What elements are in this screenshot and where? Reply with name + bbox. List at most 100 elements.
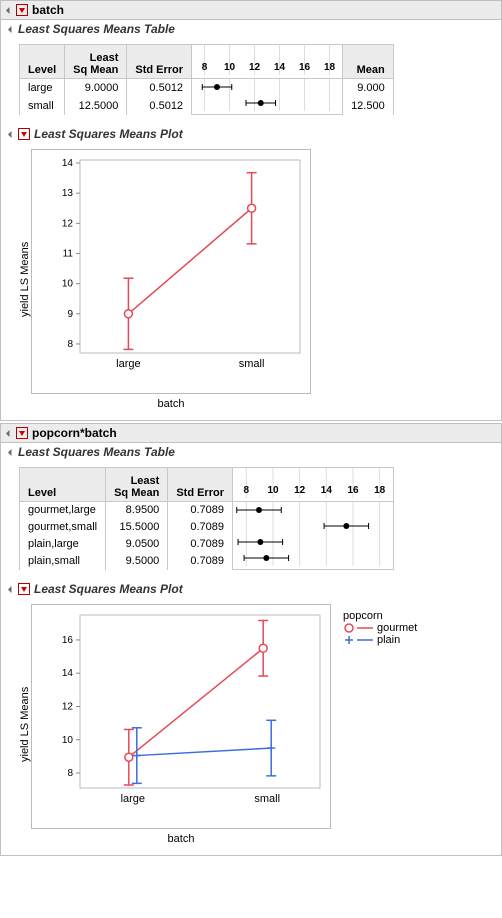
- cell-stderr: 0.7089: [168, 553, 233, 570]
- interaction-table-header[interactable]: Least Squares Means Table: [1, 443, 501, 461]
- svg-text:12: 12: [294, 485, 306, 496]
- svg-text:14: 14: [62, 668, 74, 679]
- col-mean: Mean: [343, 45, 394, 79]
- plot-title: Least Squares Means Plot: [34, 582, 183, 596]
- cell-lsmean: 9.5000: [106, 553, 168, 570]
- y-axis-label: yield LS Means: [19, 604, 31, 845]
- legend: popcorngourmetplain: [331, 604, 417, 845]
- svg-text:9: 9: [67, 309, 73, 320]
- col-minichart: 8 10 12 14 16 18: [192, 45, 343, 79]
- svg-text:16: 16: [62, 635, 74, 646]
- svg-text:10: 10: [62, 279, 74, 290]
- legend-item: plain: [343, 634, 417, 646]
- cell-level: plain,large: [20, 536, 106, 553]
- svg-text:8: 8: [67, 768, 73, 779]
- svg-text:small: small: [254, 793, 280, 805]
- legend-item: gourmet: [343, 622, 417, 634]
- svg-text:14: 14: [274, 62, 286, 73]
- cell-stderr: 0.7089: [168, 519, 233, 536]
- svg-text:10: 10: [62, 735, 74, 746]
- svg-text:12: 12: [249, 62, 261, 73]
- svg-text:11: 11: [63, 248, 74, 259]
- table-row: large9.00000.5012 9.000: [20, 79, 394, 97]
- cell-lsmean: 12.5000: [65, 97, 127, 115]
- options-menu-icon[interactable]: [16, 4, 28, 16]
- col-minichart: 8 10 12 14 16 18: [233, 468, 394, 502]
- plot-title: Least Squares Means Plot: [34, 127, 183, 141]
- interaction-plot-header[interactable]: Least Squares Means Plot: [1, 580, 501, 598]
- cell-level: gourmet,small: [20, 519, 106, 536]
- svg-text:10: 10: [267, 485, 279, 496]
- options-menu-icon[interactable]: [16, 427, 28, 439]
- table-title: Least Squares Means Table: [18, 445, 175, 459]
- options-menu-icon[interactable]: [18, 128, 30, 140]
- interaction-plot-content: yield LS Means 8 10 12 14 16 large small batch…: [1, 598, 501, 855]
- cell-mean: 9.000: [343, 79, 394, 97]
- table-title: Least Squares Means Table: [18, 22, 175, 36]
- minichart: [233, 502, 394, 570]
- svg-text:14: 14: [321, 485, 333, 496]
- col-level: Level: [20, 45, 65, 79]
- svg-text:18: 18: [324, 62, 336, 73]
- disclosure-icon: [6, 429, 13, 436]
- col-stderr: Std Error: [168, 468, 233, 502]
- interaction-header[interactable]: popcorn*batch: [1, 424, 501, 443]
- batch-plot: 891011121314largesmall: [31, 149, 311, 394]
- legend-title: popcorn: [343, 610, 417, 622]
- minichart: [192, 79, 343, 115]
- legend-label: plain: [377, 634, 400, 646]
- cell-stderr: 0.7089: [168, 502, 233, 519]
- disclosure-icon: [6, 6, 13, 13]
- svg-text:18: 18: [374, 485, 386, 496]
- x-axis-label: batch: [31, 833, 331, 845]
- cell-mean: 12.500: [343, 97, 394, 115]
- svg-text:small: small: [239, 358, 265, 370]
- svg-text:16: 16: [347, 485, 359, 496]
- svg-text:8: 8: [202, 62, 208, 73]
- svg-text:14: 14: [62, 158, 74, 169]
- y-axis-label: yield LS Means: [19, 149, 31, 410]
- col-lsmean: LeastSq Mean: [65, 45, 127, 79]
- x-axis-label: batch: [31, 398, 311, 410]
- batch-title: batch: [32, 3, 64, 17]
- cell-level: small: [20, 97, 65, 115]
- batch-header[interactable]: batch: [1, 1, 501, 20]
- disclosure-icon: [8, 25, 15, 32]
- col-lsmean: LeastSq Mean: [106, 468, 168, 502]
- interaction-plot: 8 10 12 14 16 large small: [31, 604, 331, 829]
- batch-plot-content: yield LS Means 891011121314largesmall ba…: [1, 143, 501, 420]
- cell-level: large: [20, 79, 65, 97]
- cell-stderr: 0.5012: [127, 79, 192, 97]
- svg-text:8: 8: [244, 485, 250, 496]
- cell-lsmean: 9.0000: [65, 79, 127, 97]
- interaction-panel: popcorn*batch Least Squares Means Table …: [0, 423, 502, 856]
- cell-level: plain,small: [20, 553, 106, 570]
- cell-lsmean: 8.9500: [106, 502, 168, 519]
- disclosure-icon: [8, 585, 15, 592]
- cell-stderr: 0.7089: [168, 536, 233, 553]
- table-row: gourmet,large8.95000.7089: [20, 502, 394, 519]
- svg-text:large: large: [121, 793, 145, 805]
- batch-lsm-table: LevelLeastSq MeanStd Error 8 10 12 14 16 18 Mea…: [19, 44, 394, 115]
- svg-text:8: 8: [67, 339, 73, 350]
- disclosure-icon: [8, 130, 15, 137]
- legend-label: gourmet: [377, 622, 417, 634]
- col-level: Level: [20, 468, 106, 502]
- cell-lsmean: 9.0500: [106, 536, 168, 553]
- svg-text:large: large: [116, 358, 140, 370]
- batch-table-content: LevelLeastSq MeanStd Error 8 10 12 14 16 18 Mea…: [1, 38, 501, 125]
- batch-table-header[interactable]: Least Squares Means Table: [1, 20, 501, 38]
- cell-stderr: 0.5012: [127, 97, 192, 115]
- col-stderr: Std Error: [127, 45, 192, 79]
- disclosure-icon: [8, 448, 15, 455]
- interaction-lsm-table: LevelLeastSq MeanStd Error 8 10 12 14 16 18 gou…: [19, 467, 394, 570]
- svg-text:12: 12: [62, 701, 74, 712]
- interaction-title: popcorn*batch: [32, 426, 117, 440]
- cell-lsmean: 15.5000: [106, 519, 168, 536]
- batch-panel: batch Least Squares Means Table LevelLea…: [0, 0, 502, 421]
- options-menu-icon[interactable]: [18, 583, 30, 595]
- svg-text:16: 16: [299, 62, 311, 73]
- svg-text:12: 12: [62, 218, 74, 229]
- svg-text:10: 10: [224, 62, 236, 73]
- batch-plot-header[interactable]: Least Squares Means Plot: [1, 125, 501, 143]
